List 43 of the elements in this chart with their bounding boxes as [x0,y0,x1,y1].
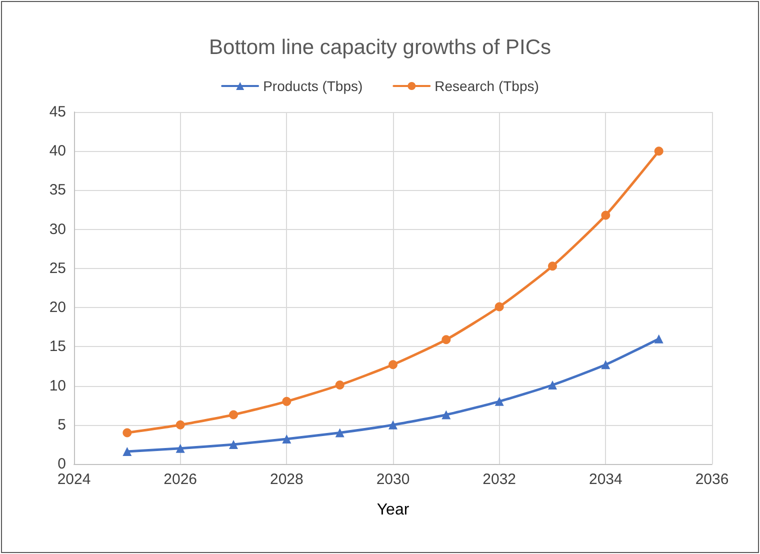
point [122,446,132,456]
y-tick-label: 30 [49,220,66,238]
point [601,360,610,370]
x-tick-label: 2026 [164,471,198,488]
point [229,410,238,420]
y-tick-label: 45 [49,104,66,120]
legend-label: Research (Tbps) [434,78,539,94]
point [654,334,664,344]
point [442,335,451,344]
y-tick-label: 5 [58,416,66,434]
chart-title: Bottom line capacity growths of PICs [209,36,551,59]
x-axis-title: Year [376,502,410,518]
y-tick-label: 40 [49,142,66,160]
point [494,396,504,406]
y-tick-label: 10 [49,377,66,394]
x-tick-label: 2028 [270,471,304,488]
point [335,428,344,438]
point [229,440,238,449]
point [335,380,344,390]
point [176,444,185,453]
legend-label: Products (Tbps) [263,78,363,94]
x-tick-label: 2030 [376,471,410,488]
point [601,210,610,220]
x-tick-label: 2034 [588,471,622,488]
x-tick-label: 2032 [482,471,516,488]
x-tick-label: 2036 [695,471,729,488]
y-tick-label: 15 [49,338,66,356]
point [442,410,451,420]
point [388,420,398,430]
point [176,420,185,430]
x-tick-label: 2024 [57,471,91,488]
y-tick-label: 0 [58,456,66,472]
y-tick-label: 25 [49,260,66,277]
point [282,396,292,406]
y-tick-label: 35 [49,182,66,199]
point [122,428,132,438]
point [548,380,557,390]
point [494,302,504,312]
point [548,262,557,271]
point [654,146,664,156]
point [282,434,292,444]
point [388,360,398,370]
y-tick-label: 20 [49,299,66,316]
